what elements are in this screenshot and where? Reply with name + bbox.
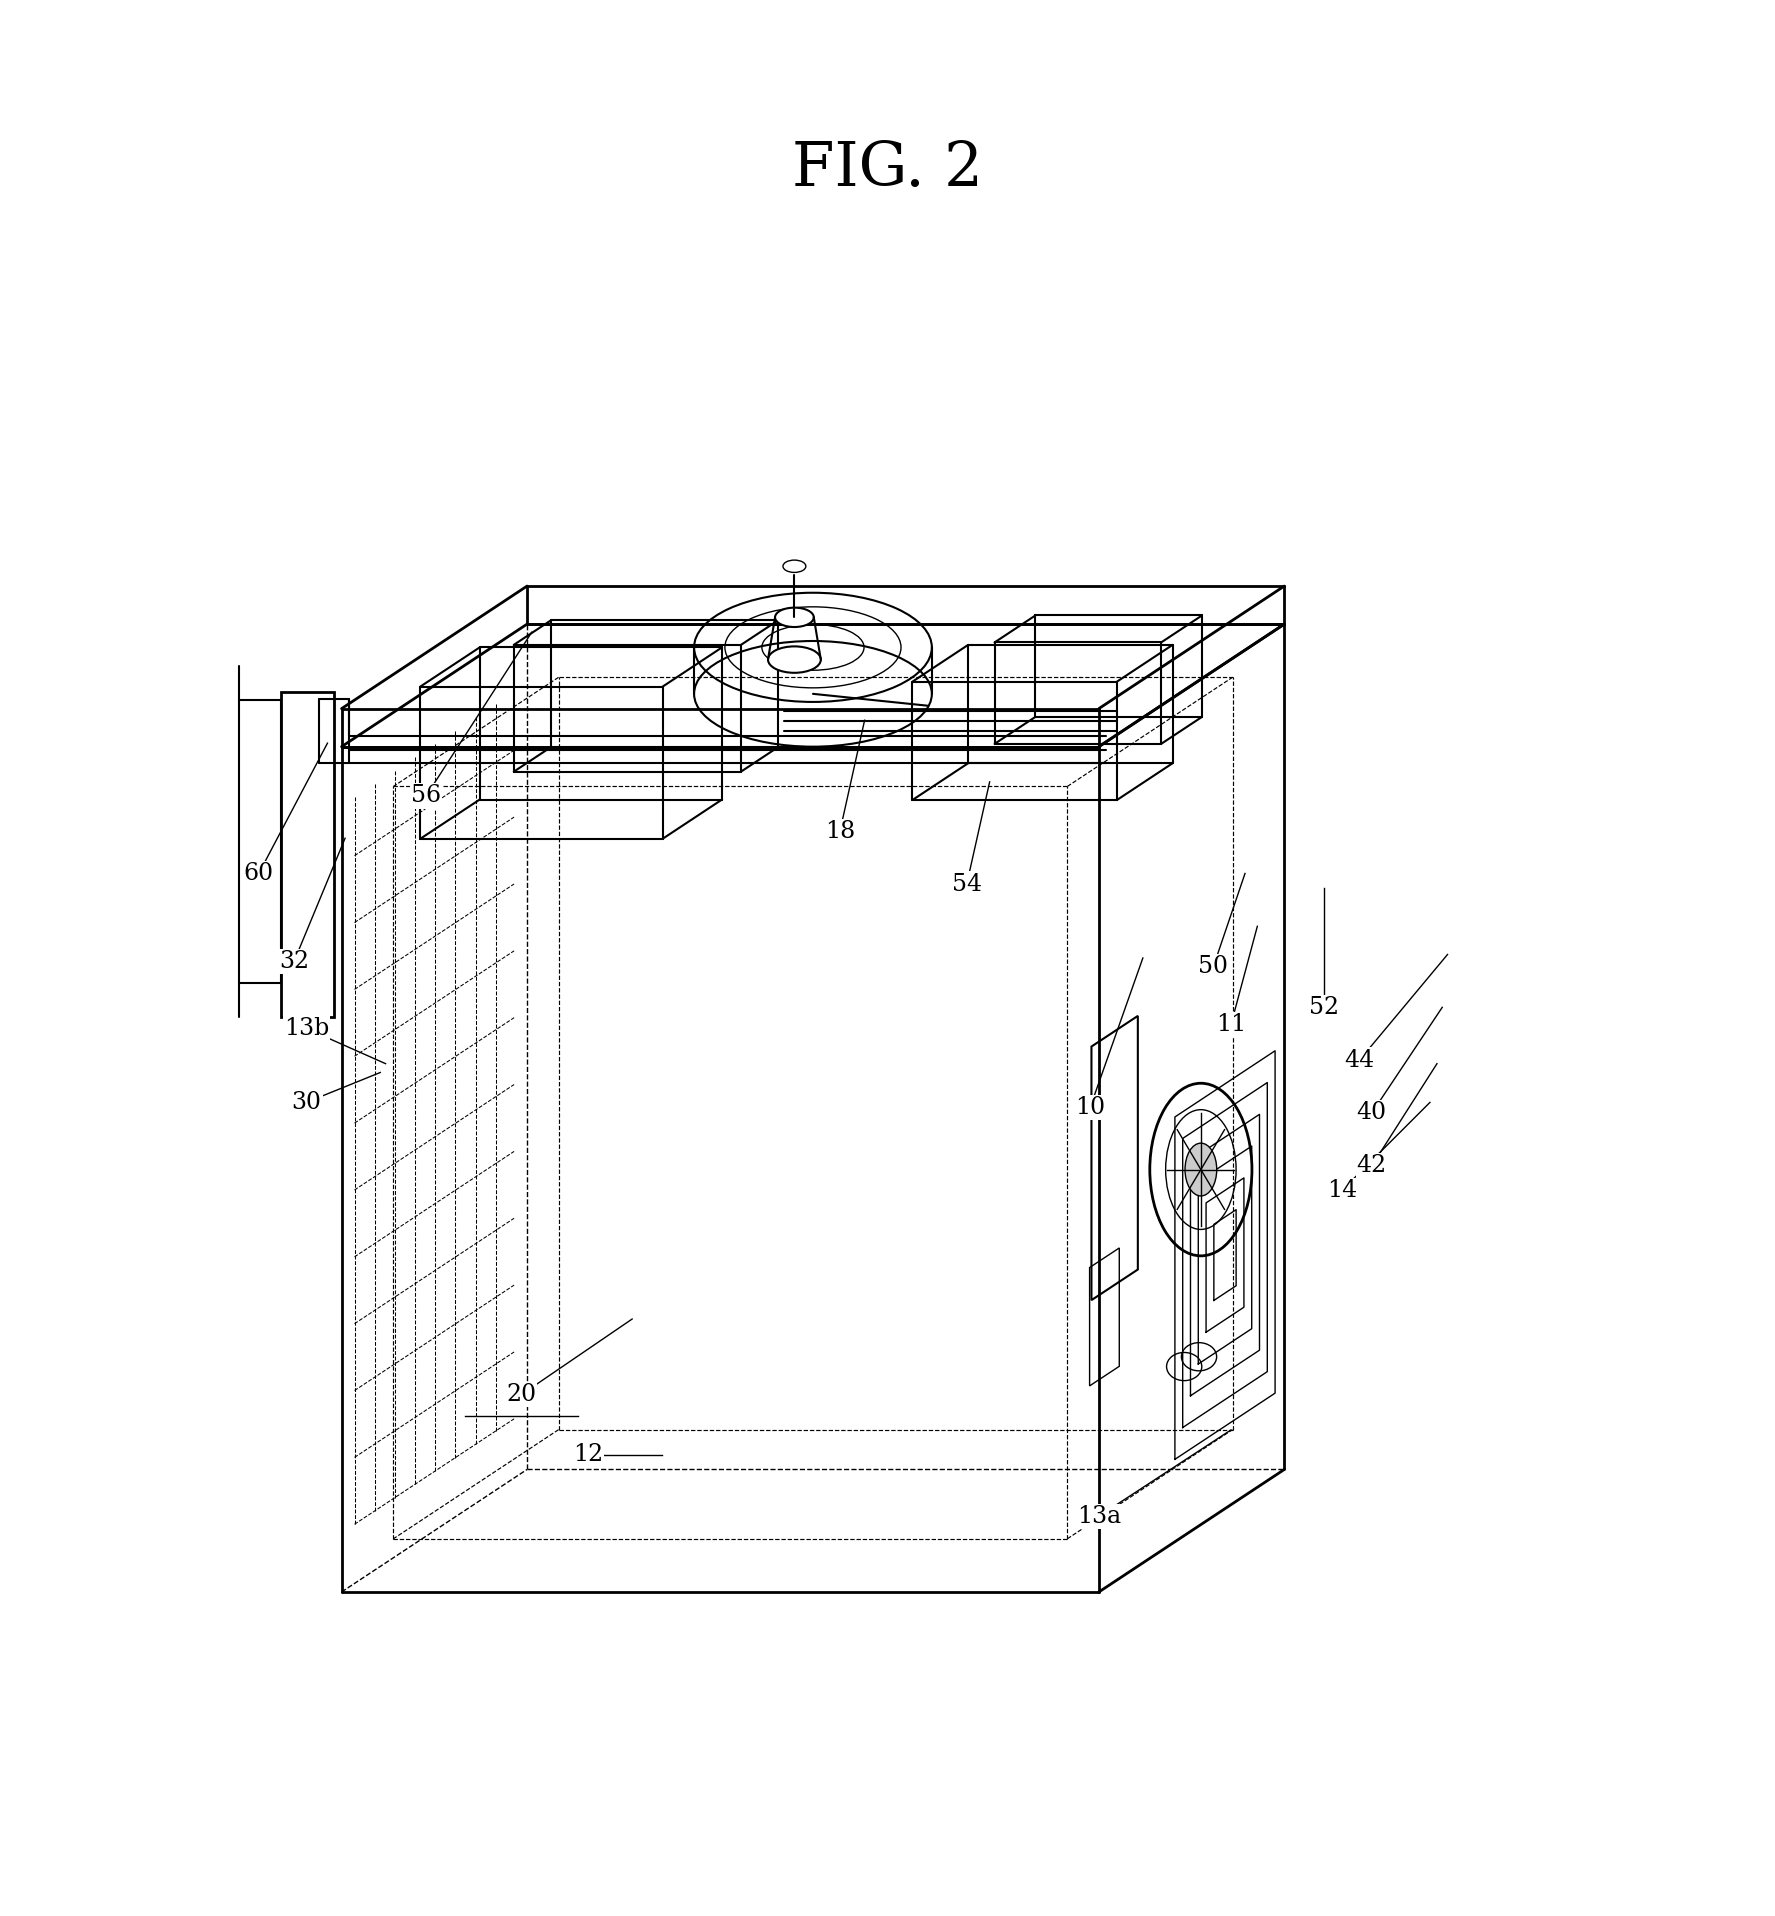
Text: 60: 60 <box>243 862 273 885</box>
Text: 50: 50 <box>1198 956 1228 979</box>
Text: FIG. 2: FIG. 2 <box>792 140 983 199</box>
Text: 13b: 13b <box>284 1017 328 1040</box>
Text: 42: 42 <box>1356 1153 1386 1176</box>
Text: 54: 54 <box>951 872 982 895</box>
Text: 12: 12 <box>573 1443 604 1466</box>
Ellipse shape <box>769 646 820 673</box>
Text: 56: 56 <box>412 784 442 807</box>
Text: 20: 20 <box>506 1383 536 1406</box>
Text: 30: 30 <box>291 1090 321 1113</box>
Text: 40: 40 <box>1356 1102 1386 1125</box>
Text: 13a: 13a <box>1077 1504 1120 1527</box>
Text: 11: 11 <box>1216 1014 1246 1037</box>
Text: 52: 52 <box>1310 996 1340 1019</box>
Ellipse shape <box>1186 1144 1216 1196</box>
Text: 14: 14 <box>1326 1178 1358 1201</box>
Text: 18: 18 <box>825 820 856 843</box>
Ellipse shape <box>776 607 813 627</box>
Ellipse shape <box>783 559 806 573</box>
Text: 32: 32 <box>279 950 309 973</box>
Text: 10: 10 <box>1076 1096 1106 1119</box>
Text: 44: 44 <box>1344 1048 1374 1071</box>
